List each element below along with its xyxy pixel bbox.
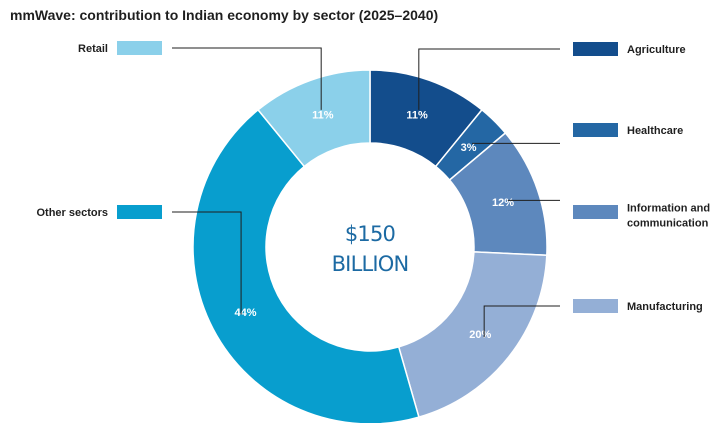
leader-line-retail bbox=[172, 47, 322, 110]
slice-label-other-sectors: 44% bbox=[234, 307, 256, 319]
slice-label-healthcare: 3% bbox=[461, 142, 477, 154]
center-label: $150 BILLION bbox=[332, 222, 410, 276]
slice-label-agriculture: 11% bbox=[406, 110, 428, 122]
slice-label-manufacturing: 20% bbox=[469, 329, 491, 341]
legend-swatch-other-sectors bbox=[117, 205, 162, 219]
chart-title: mmWave: contribution to Indian economy b… bbox=[10, 7, 438, 23]
leader-line-agriculture bbox=[418, 48, 560, 110]
slice-label-information-and-communication: 12% bbox=[492, 197, 514, 209]
legend-label-other-sectors: Other sectors bbox=[36, 207, 108, 219]
pie-slice-other-sectors bbox=[192, 108, 420, 423]
legend: Agriculture Healthcare Information and comm… bbox=[36, 41, 710, 338]
legend-label-healthcare: Healthcare bbox=[627, 125, 683, 137]
center-label-line-1: $150 bbox=[345, 222, 395, 246]
legend-label-manufacturing: Manufacturing bbox=[627, 301, 703, 313]
legend-label-retail: Retail bbox=[78, 43, 108, 55]
legend-swatch-healthcare bbox=[573, 123, 618, 137]
legend-swatch-information-and-communication bbox=[573, 205, 618, 219]
pie-slice-retail bbox=[257, 69, 371, 168]
center-label-line-2: BILLION bbox=[332, 252, 409, 276]
legend-swatch-manufacturing bbox=[573, 299, 618, 313]
legend-swatch-retail bbox=[117, 41, 162, 55]
legend-label-agriculture: Agriculture bbox=[627, 44, 686, 56]
slice-label-retail: 11% bbox=[312, 110, 334, 122]
legend-label-information-and-communication: Information and communication bbox=[627, 203, 710, 230]
legend-swatch-agriculture bbox=[573, 42, 618, 56]
leader-line-manufacturing bbox=[483, 305, 560, 338]
pie-slices: 11% 3% 12% 20% 44% 11% bbox=[192, 69, 548, 423]
leader-line-other-sectors bbox=[172, 211, 242, 315]
